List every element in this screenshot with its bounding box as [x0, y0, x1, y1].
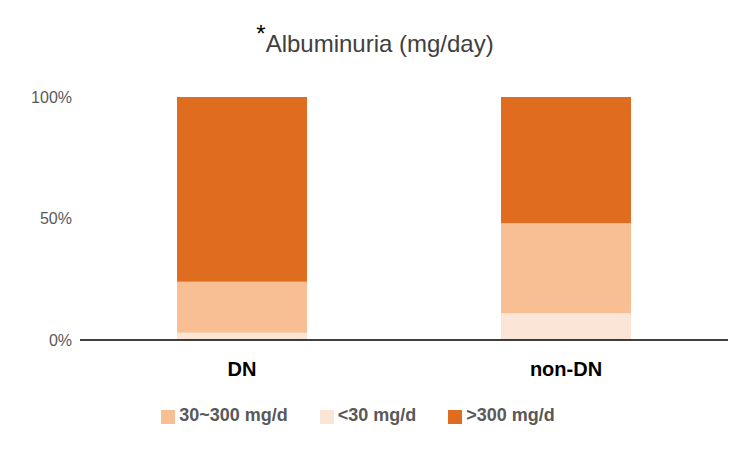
svg-text:non-DN: non-DN: [530, 358, 602, 380]
html-text:*Albuminuria (mg/day): *Albuminuria (mg/day): [256, 20, 494, 57]
svg-text:0%: 0%: [49, 332, 72, 349]
svg-text:DN: DN: [228, 358, 257, 380]
html-text:>300 mg/d: >300 mg/d: [466, 405, 555, 425]
html-text:30~300 mg/d: 30~300 mg/d: [179, 405, 288, 425]
svg-text:100%: 100%: [31, 89, 72, 106]
svg-text:50%: 50%: [40, 210, 72, 227]
html-text:<30 mg/d: <30 mg/d: [337, 405, 417, 425]
